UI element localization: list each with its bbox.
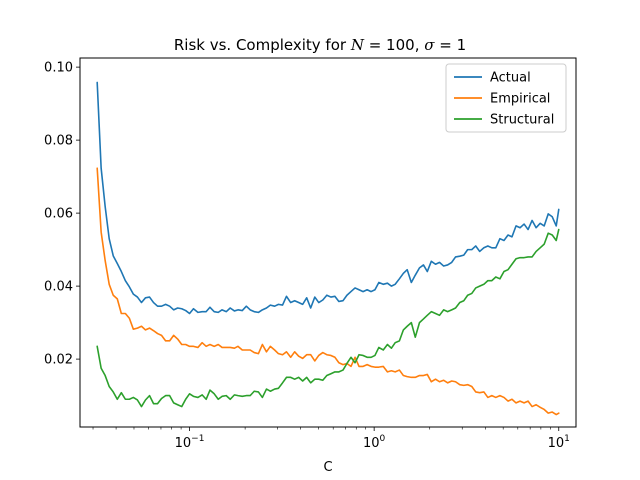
legend-label-actual: Actual (490, 71, 531, 86)
axis-ticks: 0.02 0.04 0.06 0.08 0.10 10−1 100 101 (44, 61, 570, 451)
series-line-actual (96, 81, 560, 315)
x-tick-label: 10−1 (175, 434, 205, 451)
y-tick-label: 0.08 (44, 134, 73, 149)
x-axis-label: C (323, 460, 332, 475)
chart-title: Risk vs. Complexity for N = 100, σ = 1 (174, 36, 466, 54)
y-tick-label: 0.02 (44, 353, 73, 368)
x-tick-label: 101 (548, 434, 570, 451)
series-lines (96, 81, 560, 416)
plot-frame (79, 57, 577, 428)
legend: Actual Empirical Structural (445, 63, 567, 133)
series-line-structural (96, 228, 560, 408)
legend-label-structural: Structural (490, 113, 554, 128)
x-tick-label: 100 (363, 434, 386, 451)
series-line-empirical (96, 167, 560, 416)
legend-box (445, 63, 567, 133)
legend-label-empirical: Empirical (490, 92, 550, 107)
y-tick-label: 0.10 (44, 61, 73, 76)
y-tick-label: 0.04 (44, 280, 73, 295)
y-tick-label: 0.06 (44, 207, 73, 222)
